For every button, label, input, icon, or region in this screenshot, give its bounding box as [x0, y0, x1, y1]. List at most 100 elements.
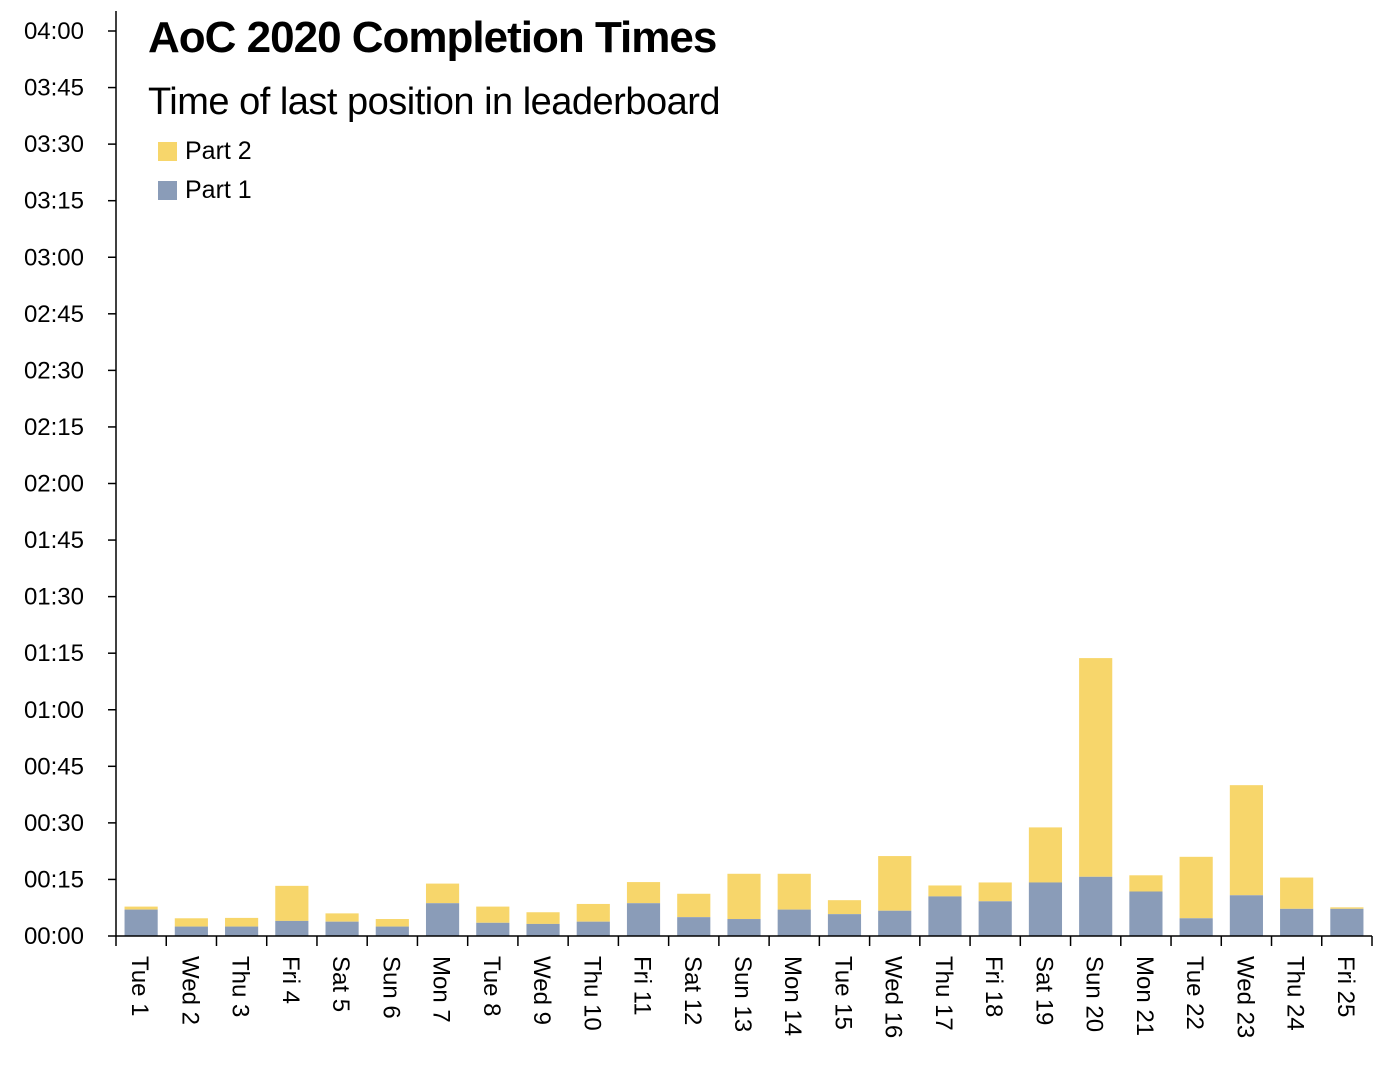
bar-part-2	[174, 918, 208, 927]
y-tick-label: 00:00	[24, 923, 84, 950]
x-tick-label: Wed 2	[176, 956, 203, 1025]
bar-part-2	[1079, 658, 1113, 877]
y-tick-label: 01:15	[24, 640, 84, 667]
bar-part-1	[275, 920, 309, 936]
x-tick-label: Sat 19	[1030, 956, 1057, 1025]
bar-part-1	[1229, 895, 1263, 936]
bar-part-2	[928, 885, 962, 897]
y-tick-label: 02:45	[24, 301, 84, 328]
bars	[124, 658, 1364, 936]
bar-part-1	[1028, 882, 1063, 936]
chart-subtitle: Time of last position in leaderboard	[148, 81, 720, 123]
x-tick-label: Fri 25	[1332, 956, 1359, 1017]
legend-label-part-1: Part 1	[185, 176, 252, 204]
x-axis: Tue 1 Wed 2 Thu 3 Fri 4 Sat 5 Sun 6 Mon 7 Tue 8…	[115, 935, 1373, 1038]
bar-part-1	[1280, 908, 1314, 936]
x-tick-label: Fri 18	[980, 956, 1007, 1017]
x-tick-label: Fri 4	[277, 956, 304, 1004]
legend: Part 2 Part 1	[158, 137, 252, 204]
x-tick-label: Thu 10	[578, 956, 605, 1031]
x-tick-label: Sat 12	[679, 956, 706, 1025]
y-tick-label: 03:00	[24, 244, 84, 271]
bar-part-1	[777, 909, 811, 936]
y-tick-label: 03:15	[24, 188, 84, 215]
bar-part-2	[677, 893, 711, 918]
x-tick-label: Tue 15	[829, 956, 856, 1030]
x-tick-label: Thu 24	[1282, 956, 1309, 1031]
bar-part-2	[727, 873, 761, 920]
bar-part-1	[425, 903, 460, 936]
bar-part-1	[526, 923, 560, 936]
bar-part-1	[225, 926, 259, 936]
bar-part-2	[375, 919, 409, 927]
x-tick-label: Mon 7	[428, 956, 455, 1023]
y-tick-label: 01:00	[24, 697, 84, 724]
bar-part-1	[174, 926, 208, 936]
x-tick-label: Wed 9	[528, 956, 555, 1025]
bar-part-2	[124, 906, 158, 910]
bar-part-2	[275, 885, 309, 921]
bar-part-2	[878, 856, 912, 911]
bar-part-2	[476, 906, 510, 923]
bar-part-2	[1229, 785, 1263, 896]
bar-part-1	[677, 917, 711, 936]
y-tick-label: 02:30	[24, 357, 84, 384]
bar-part-2	[1129, 875, 1163, 892]
bar-part-1	[476, 922, 510, 936]
bar-part-1	[978, 901, 1012, 936]
y-tick-label: 03:45	[24, 75, 84, 102]
bar-part-1	[1079, 876, 1113, 936]
x-tick-label: Sun 20	[1081, 956, 1108, 1032]
bar-part-2	[576, 903, 610, 922]
x-tick-label: Mon 21	[1131, 956, 1158, 1036]
x-tick-label: Tue 8	[478, 956, 505, 1016]
bar-part-1	[1129, 891, 1163, 936]
legend-swatch-part-2	[158, 142, 177, 161]
y-tick-label: 01:45	[24, 527, 84, 554]
x-tick-label: Sun 13	[729, 956, 756, 1032]
y-axis: 00:00 00:15 00:30 00:45 01:00 01:15 01:30 01:45…	[24, 11, 117, 950]
bar-part-1	[928, 896, 962, 936]
bar-part-2	[325, 913, 359, 922]
chart-title: AoC 2020 Completion Times	[148, 13, 716, 62]
x-tick-label: Thu 17	[930, 956, 957, 1031]
bar-part-1	[827, 914, 862, 936]
x-tick-label: Sat 5	[327, 956, 354, 1012]
bar-part-1	[1179, 918, 1213, 936]
bar-part-2	[1028, 827, 1063, 883]
bar-part-2	[827, 900, 862, 915]
x-tick-label: Mon 14	[779, 956, 806, 1036]
bar-part-2	[978, 882, 1012, 902]
y-tick-label: 01:30	[24, 584, 84, 611]
bar-part-1	[325, 921, 359, 936]
bar-part-2	[1330, 907, 1364, 909]
bar-part-1	[124, 909, 158, 936]
y-tick-label: 00:45	[24, 753, 84, 780]
bar-part-2	[425, 883, 460, 904]
bar-part-1	[576, 921, 610, 936]
bar-part-1	[727, 919, 761, 936]
bar-part-2	[1179, 856, 1213, 919]
bar-part-2	[526, 912, 560, 924]
x-tick-label: Fri 11	[629, 956, 656, 1016]
y-tick-label: 00:15	[24, 866, 84, 893]
bar-part-2	[1280, 877, 1314, 909]
x-tick-label: Wed 23	[1231, 956, 1258, 1038]
bar-part-1	[626, 903, 661, 936]
y-tick-label: 03:30	[24, 131, 84, 158]
y-tick-label: 00:30	[24, 810, 84, 837]
legend-swatch-part-1	[158, 181, 177, 200]
y-tick-label: 04:00	[24, 18, 84, 45]
x-tick-label: Thu 3	[227, 956, 254, 1017]
y-tick-label: 02:00	[24, 471, 84, 498]
legend-label-part-2: Part 2	[185, 137, 252, 165]
bar-part-2	[777, 873, 811, 910]
bar-part-2	[225, 917, 259, 927]
bar-part-1	[878, 910, 912, 936]
y-tick-label: 02:15	[24, 414, 84, 441]
x-tick-label: Tue 1	[126, 956, 153, 1016]
x-tick-label: Wed 16	[880, 956, 907, 1038]
bar-part-2	[626, 882, 661, 904]
